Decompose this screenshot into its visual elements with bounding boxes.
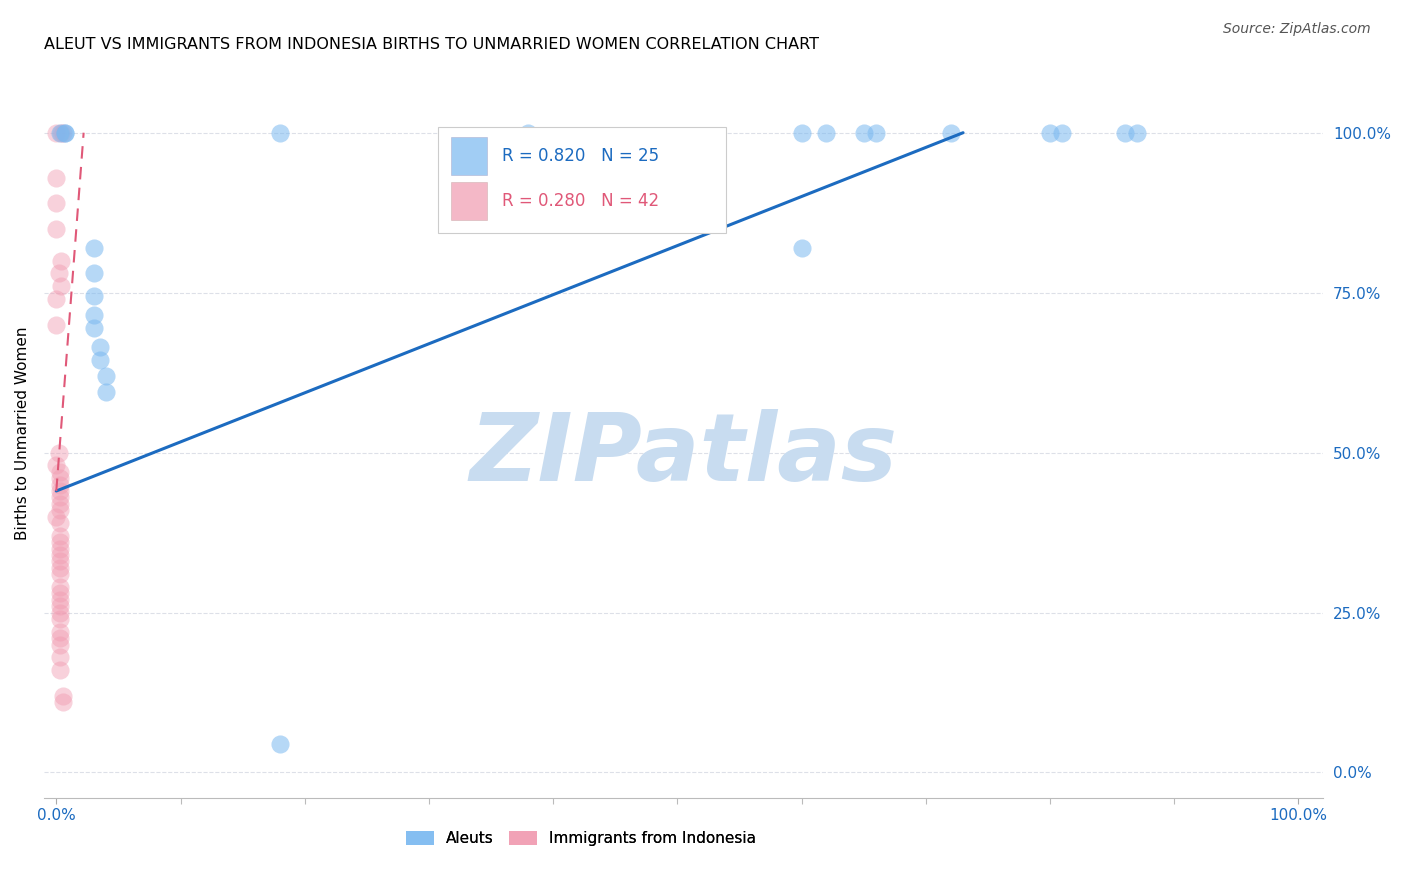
- Point: [83, 241, 105, 255]
- Point: [1052, 126, 1074, 140]
- Point: [865, 126, 887, 140]
- Point: [49, 560, 72, 574]
- Y-axis label: Births to Unmarried Women: Births to Unmarried Women: [15, 326, 30, 541]
- Point: [45, 509, 67, 524]
- Point: [1114, 126, 1136, 140]
- Point: [83, 321, 105, 335]
- Point: [49, 606, 72, 620]
- Text: ZIPatlas: ZIPatlas: [470, 409, 897, 501]
- Point: [83, 289, 105, 303]
- Legend: Aleuts, Immigrants from Indonesia: Aleuts, Immigrants from Indonesia: [401, 825, 762, 853]
- Point: [49, 497, 72, 511]
- Point: [49, 541, 72, 556]
- Point: [49, 638, 72, 652]
- Point: [49, 624, 72, 639]
- Point: [49, 535, 72, 549]
- Text: Source: ZipAtlas.com: Source: ZipAtlas.com: [1223, 22, 1371, 37]
- Point: [48, 445, 70, 459]
- Point: [53, 126, 76, 140]
- Point: [51, 689, 73, 703]
- Point: [1126, 126, 1149, 140]
- Point: [49, 650, 72, 665]
- Point: [49, 477, 72, 491]
- Text: ALEUT VS IMMIGRANTS FROM INDONESIA BIRTHS TO UNMARRIED WOMEN CORRELATION CHART: ALEUT VS IMMIGRANTS FROM INDONESIA BIRTH…: [44, 37, 818, 53]
- FancyBboxPatch shape: [451, 182, 486, 220]
- Point: [815, 126, 838, 140]
- Point: [89, 352, 111, 367]
- Point: [49, 483, 72, 498]
- Point: [89, 340, 111, 354]
- Point: [45, 196, 67, 211]
- Point: [49, 586, 72, 600]
- Point: [49, 491, 72, 505]
- Point: [51, 695, 73, 709]
- Point: [94, 384, 117, 399]
- Point: [51, 126, 73, 140]
- Text: R = 0.280   N = 42: R = 0.280 N = 42: [502, 192, 659, 211]
- Point: [49, 465, 72, 479]
- Point: [45, 458, 67, 473]
- FancyBboxPatch shape: [437, 127, 725, 233]
- Point: [269, 126, 291, 140]
- Point: [53, 126, 76, 140]
- Point: [51, 279, 73, 293]
- Point: [49, 612, 72, 626]
- Point: [49, 503, 72, 517]
- Point: [49, 471, 72, 485]
- Point: [45, 221, 67, 235]
- Point: [94, 368, 117, 383]
- Point: [49, 567, 72, 582]
- Point: [45, 318, 67, 332]
- Text: R = 0.820   N = 25: R = 0.820 N = 25: [502, 146, 659, 165]
- Point: [49, 529, 72, 543]
- Point: [1039, 126, 1062, 140]
- Point: [49, 599, 72, 614]
- Point: [790, 126, 813, 140]
- FancyBboxPatch shape: [451, 136, 486, 175]
- Point: [939, 126, 962, 140]
- Point: [852, 126, 875, 140]
- Point: [49, 516, 72, 530]
- Point: [48, 267, 70, 281]
- Point: [790, 241, 813, 255]
- Point: [49, 592, 72, 607]
- Point: [45, 170, 67, 185]
- Point: [51, 126, 73, 140]
- Point: [49, 631, 72, 645]
- Point: [45, 126, 67, 140]
- Point: [517, 126, 540, 140]
- Point: [49, 126, 72, 140]
- Point: [49, 580, 72, 594]
- Point: [83, 267, 105, 281]
- Point: [83, 308, 105, 322]
- Point: [51, 253, 73, 268]
- Point: [49, 554, 72, 568]
- Point: [49, 663, 72, 677]
- Point: [269, 737, 291, 751]
- Point: [45, 292, 67, 306]
- Point: [49, 548, 72, 562]
